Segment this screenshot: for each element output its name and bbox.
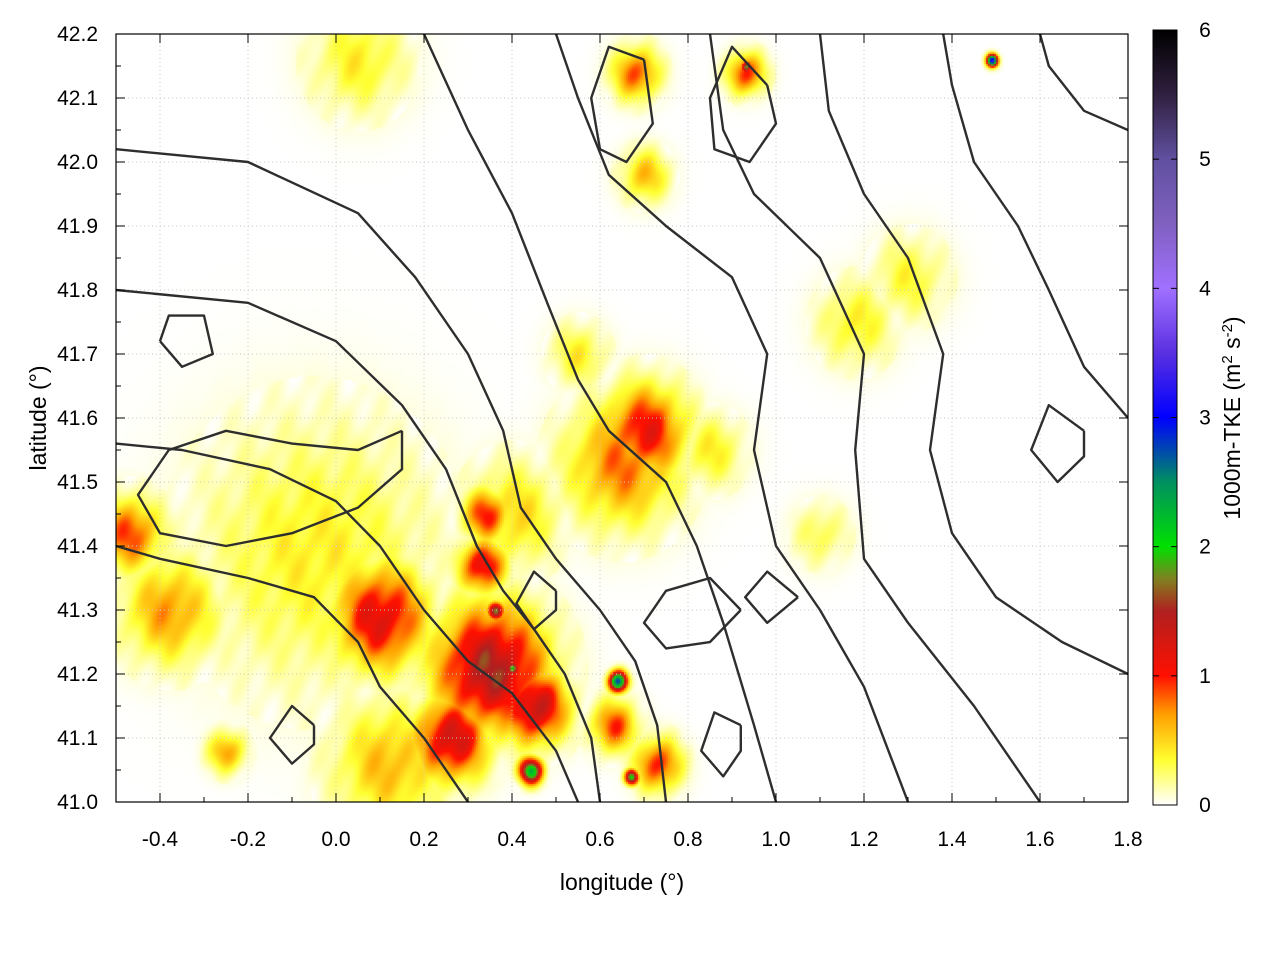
colorbar-tick-label-0: 0 — [1199, 794, 1211, 817]
x-tick-label-9: 1.4 — [937, 828, 967, 851]
colorbar-tick-label-4: 4 — [1199, 277, 1211, 300]
x-tick-label-1: -0.2 — [230, 828, 266, 851]
y-tick-label-0: 41.0 — [57, 791, 98, 814]
contour-line-10 — [136, 429, 404, 548]
contour-line-6 — [708, 34, 1041, 802]
x-tick-label-7: 1.0 — [761, 828, 790, 851]
colorbar-label-sup1: 2 — [1219, 355, 1236, 363]
colorbar-tick-label-3: 3 — [1199, 407, 1211, 430]
x-tick-label-4: 0.4 — [497, 828, 527, 851]
y-tick-label-1: 41.1 — [57, 727, 98, 750]
contour-line-13 — [590, 45, 654, 164]
colorbar-label-main: 1000m-TKE (m — [1219, 364, 1245, 520]
contour-line-16 — [1030, 404, 1086, 484]
x-axis-title: longitude (°) — [560, 869, 684, 895]
x-tick-label-11: 1.8 — [1113, 828, 1142, 851]
contour-line-15 — [158, 314, 214, 368]
colorbar-label-end: ) — [1219, 316, 1245, 324]
x-tick-label-0: -0.4 — [142, 828, 179, 851]
y-tick-label-4: 41.4 — [57, 535, 98, 558]
x-tick-label-5: 0.6 — [585, 828, 614, 851]
y-tick-label-7: 41.7 — [57, 343, 98, 366]
colorbar-tick-label-2: 2 — [1199, 536, 1211, 559]
contour-line-17 — [515, 570, 558, 631]
colorbar-tick-label-5: 5 — [1199, 148, 1211, 171]
x-tick-label-3: 0.2 — [409, 828, 438, 851]
y-tick-label-12: 42.2 — [57, 23, 98, 46]
y-tick-label-3: 41.3 — [57, 599, 98, 622]
x-tick-label-10: 1.6 — [1025, 828, 1054, 851]
contour-line-9 — [1038, 34, 1128, 132]
y-axis-title: latitude (°) — [25, 365, 51, 470]
y-tick-label-9: 41.9 — [57, 215, 98, 238]
y-tick-label-6: 41.6 — [57, 407, 98, 430]
y-tick-label-8: 41.8 — [57, 279, 98, 302]
contour-line-12 — [744, 570, 799, 624]
colorbar-tick-label-1: 1 — [1199, 665, 1211, 688]
contour-line-0 — [116, 544, 469, 802]
contour-line-4 — [422, 34, 778, 802]
colorbar-ticks: 0 1 2 3 4 5 6 — [1153, 19, 1211, 817]
contour-line-11 — [642, 576, 742, 650]
x-tick-label-8: 1.2 — [849, 828, 878, 851]
contour-line-18 — [700, 711, 742, 778]
colorbar-tick-label-6: 6 — [1199, 19, 1211, 42]
contour-line-1 — [116, 442, 580, 802]
colorbar-label: 1000m-TKE (m2 s-2) — [1219, 316, 1246, 519]
contour-line-2 — [116, 288, 602, 802]
contour-line-19 — [268, 704, 316, 765]
y-axis-ticks: 41.0 41.1 41.2 41.3 41.4 41.5 41.6 41.7 41.8 41.9… — [57, 23, 1128, 814]
y-tick-label-10: 42.0 — [57, 151, 98, 174]
y-tick-label-11: 42.1 — [57, 87, 98, 110]
contour-line-5 — [554, 34, 910, 802]
contour-line-8 — [942, 34, 1128, 419]
y-tick-label-2: 41.2 — [57, 663, 98, 686]
contour-line-7 — [818, 34, 1128, 676]
colorbar-label-sup2: -2 — [1219, 324, 1236, 337]
colorbar-label-mid: s — [1219, 337, 1245, 355]
contour-lines — [116, 34, 1128, 802]
contour-line-14 — [708, 45, 778, 164]
contour-line-3 — [116, 148, 668, 802]
x-tick-label-6: 0.8 — [673, 828, 702, 851]
x-axis-ticks: -0.4 -0.2 0.0 0.2 0.4 0.6 0.8 1.0 1.2 1.4 1.6 1.8 — [142, 34, 1143, 851]
y-tick-label-5: 41.5 — [57, 471, 98, 494]
x-tick-label-2: 0.0 — [321, 828, 350, 851]
